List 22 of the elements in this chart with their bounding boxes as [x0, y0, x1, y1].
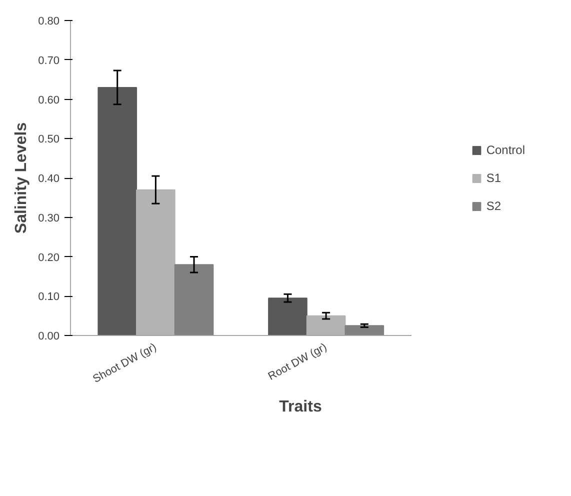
y-tick-label: 0.10	[38, 291, 60, 304]
x-tick-label: Shoot DW (gr)	[91, 341, 159, 386]
y-tick-label: 0.70	[38, 54, 60, 67]
y-tick-label: 0.50	[38, 134, 60, 146]
y-tick-label: 0.00	[38, 330, 60, 342]
y-tick-label: 0.80	[38, 16, 60, 28]
y-tick-label: 0.20	[38, 252, 60, 264]
x-axis-title: Traits	[279, 398, 322, 416]
bar	[306, 315, 346, 336]
legend-label: S1	[486, 170, 502, 184]
x-tick-label: Root DW (gr)	[266, 341, 329, 383]
y-tick-label: 0.30	[38, 212, 60, 224]
bar	[174, 264, 214, 336]
bar	[344, 325, 384, 336]
legend-label: Control	[486, 142, 525, 156]
bar	[98, 86, 138, 336]
bar	[136, 189, 176, 336]
y-tick-label: 0.60	[38, 94, 60, 106]
bar	[268, 298, 308, 336]
y-axis-title: Salinity Levels	[13, 122, 30, 234]
y-tick-label: 0.40	[38, 173, 60, 185]
legend-label: S2	[486, 198, 502, 212]
